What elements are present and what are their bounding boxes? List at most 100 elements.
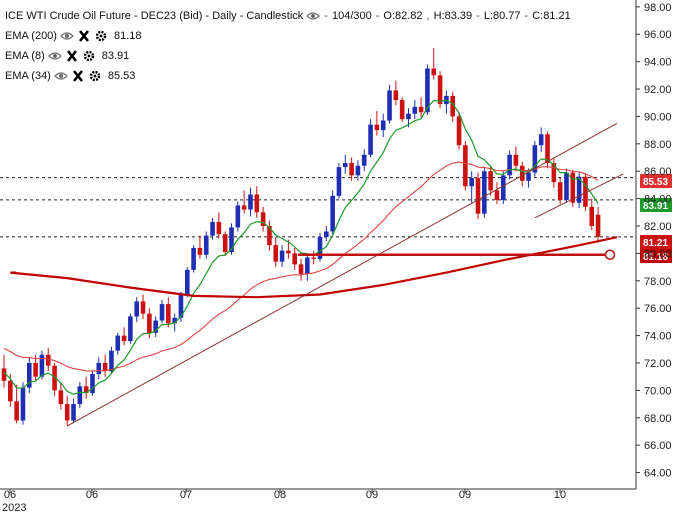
eye-icon[interactable] <box>306 10 321 22</box>
candle-body <box>121 335 127 342</box>
ema200-line <box>10 236 618 299</box>
candle-body <box>96 362 102 374</box>
candle-body <box>128 316 133 342</box>
close-icon[interactable] <box>65 50 79 62</box>
x-tick-label: 06 <box>86 489 98 501</box>
trend-line <box>534 173 624 219</box>
candle-body <box>197 247 203 255</box>
candle-body <box>576 176 582 203</box>
close-icon[interactable] <box>77 30 91 42</box>
candle-body <box>26 362 32 388</box>
price-badge-label: 81.21 <box>643 238 668 249</box>
candle-body <box>20 387 26 421</box>
candle-body <box>298 264 304 274</box>
candle-body <box>45 354 51 366</box>
candle-body <box>222 234 228 253</box>
candle-body <box>83 386 89 394</box>
candle-body <box>260 212 266 227</box>
candle-body <box>203 235 209 255</box>
candle-body <box>355 165 361 176</box>
x-tick-label: 06 <box>4 489 16 501</box>
candle-body <box>115 335 121 351</box>
candle-body <box>595 214 601 237</box>
instrument-title: ICE WTI Crude Oil Future - DEC23 (Bid) -… <box>5 10 304 22</box>
y-tick-label: 96.00 <box>644 29 672 41</box>
gear-icon[interactable] <box>94 30 108 42</box>
candle-body <box>532 145 538 173</box>
candle-body <box>368 124 373 155</box>
price-badge <box>640 198 672 212</box>
candle-body <box>330 195 335 232</box>
candle-body <box>475 178 481 214</box>
candle-body <box>64 404 70 421</box>
candle-body <box>564 172 569 200</box>
candle-body <box>1 368 7 381</box>
ema34-line <box>3 161 599 372</box>
candle-body <box>39 354 45 377</box>
candle-body <box>140 301 146 314</box>
plot-layer <box>0 47 636 427</box>
price-badge-label: 83.91 <box>643 201 668 212</box>
candle-body <box>482 171 487 214</box>
candle-body <box>109 350 114 372</box>
candle-body <box>342 163 348 168</box>
candle-body <box>178 294 184 318</box>
close-icon[interactable] <box>71 70 85 82</box>
candle-body <box>14 401 19 421</box>
study-value: 81.18 <box>113 30 142 42</box>
candle-body <box>500 175 506 200</box>
candle-body <box>551 163 557 183</box>
price-badges: 85.53 83.91 81.21 81.18 <box>640 174 672 263</box>
candle-body <box>538 134 544 146</box>
candle-body <box>557 182 563 200</box>
study-label: EMA (200) <box>5 30 57 42</box>
candle-body <box>254 194 260 213</box>
study-row-ema8: EMA (8) 83.91 <box>5 46 571 66</box>
x-tick-label: 10 <box>554 489 566 501</box>
candle-body <box>311 257 316 259</box>
price-badge <box>640 235 672 249</box>
candle-body <box>583 176 588 207</box>
eye-icon[interactable] <box>54 70 68 82</box>
eye-icon[interactable] <box>60 30 74 42</box>
gear-icon[interactable] <box>88 70 102 82</box>
candle-body <box>159 304 165 321</box>
candle-body <box>399 99 405 120</box>
candle-body <box>494 190 500 200</box>
study-label: EMA (8) <box>5 50 45 62</box>
candle-body <box>102 362 108 372</box>
y-tick-label: 64.00 <box>644 468 672 480</box>
candle-body <box>431 68 437 76</box>
candle-body <box>589 206 595 227</box>
candle-body <box>273 245 279 262</box>
candle-body <box>570 172 576 203</box>
x-year-label: 2023 <box>2 502 26 514</box>
y-tick-label: 86.00 <box>644 166 672 178</box>
candle-body <box>229 227 234 253</box>
candle-body <box>412 106 418 114</box>
candle-body <box>134 301 140 317</box>
candle-body <box>349 163 354 176</box>
x-tick-label: 08 <box>274 489 286 501</box>
x-tick-label: 09 <box>366 489 378 501</box>
y-tick-label: 94.00 <box>644 57 672 69</box>
ema8-line <box>3 99 599 395</box>
candle-body <box>513 154 519 166</box>
eye-icon[interactable] <box>47 50 62 62</box>
price-badge-label: 81.18 <box>643 252 668 263</box>
gear-icon[interactable] <box>82 50 96 62</box>
legend-separator: - <box>324 10 328 22</box>
candle-body <box>336 167 342 196</box>
bar-count: 104/300 <box>331 10 372 22</box>
legend-separator: - <box>375 10 380 22</box>
candle-body <box>545 134 550 163</box>
candle-body <box>456 116 462 146</box>
candle-body <box>191 247 196 270</box>
candle-body <box>147 313 152 333</box>
candle-body <box>437 75 443 105</box>
candle-body <box>387 90 392 121</box>
candle-body <box>153 320 158 333</box>
price-badge <box>640 249 672 263</box>
candle-body <box>184 269 190 295</box>
